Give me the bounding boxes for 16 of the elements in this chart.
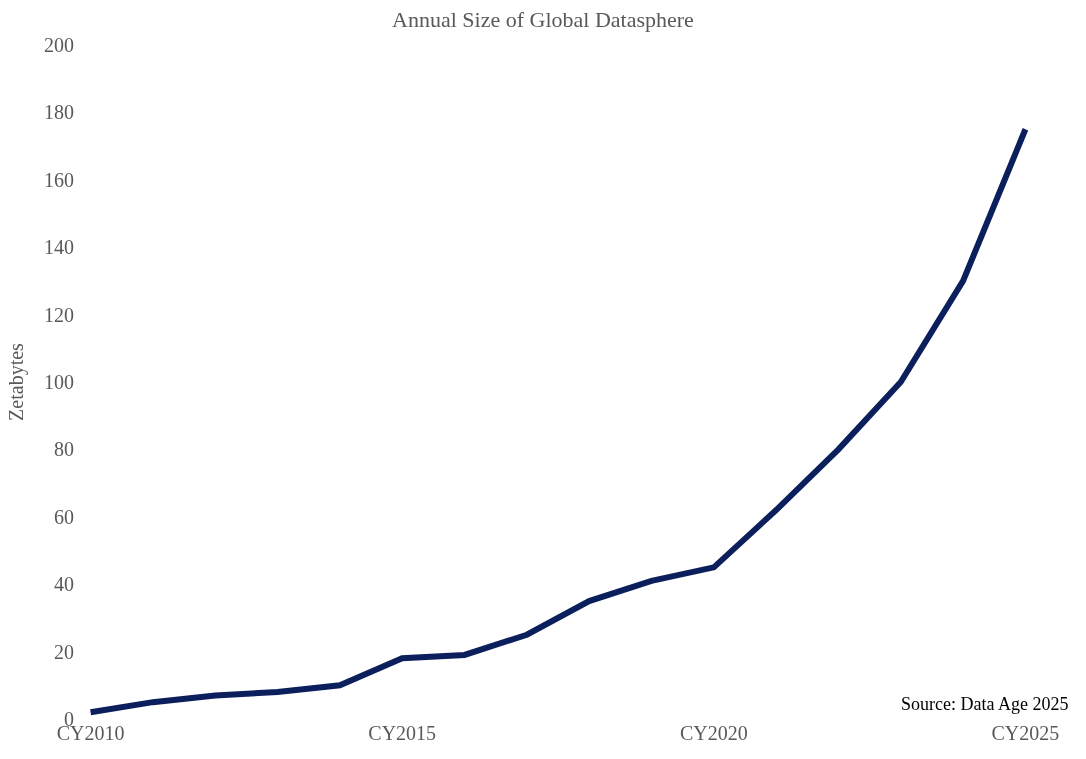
- y-tick-label: 60: [54, 505, 74, 528]
- annotation: Source: Data Age 2025: [901, 694, 1069, 714]
- y-tick-label: 40: [54, 573, 74, 596]
- y-tick-label: 200: [44, 34, 74, 56]
- y-tick-label: 120: [44, 303, 74, 326]
- y-tick-label: 160: [44, 168, 74, 191]
- y-tick-label: 20: [54, 640, 74, 663]
- y-tick-label: 140: [44, 236, 74, 259]
- x-tick-label: CY2015: [368, 722, 437, 744]
- x-tick-label: CY2025: [991, 722, 1060, 744]
- y-tick-label: 180: [44, 101, 74, 124]
- y-tick-label: 80: [54, 438, 74, 461]
- y-tick-label: 100: [44, 371, 74, 393]
- chart-title: Annual Size of Global Datasphere: [392, 6, 694, 32]
- x-tick-label: CY2020: [679, 722, 748, 744]
- y-axis-title: Zetabytes: [4, 342, 28, 421]
